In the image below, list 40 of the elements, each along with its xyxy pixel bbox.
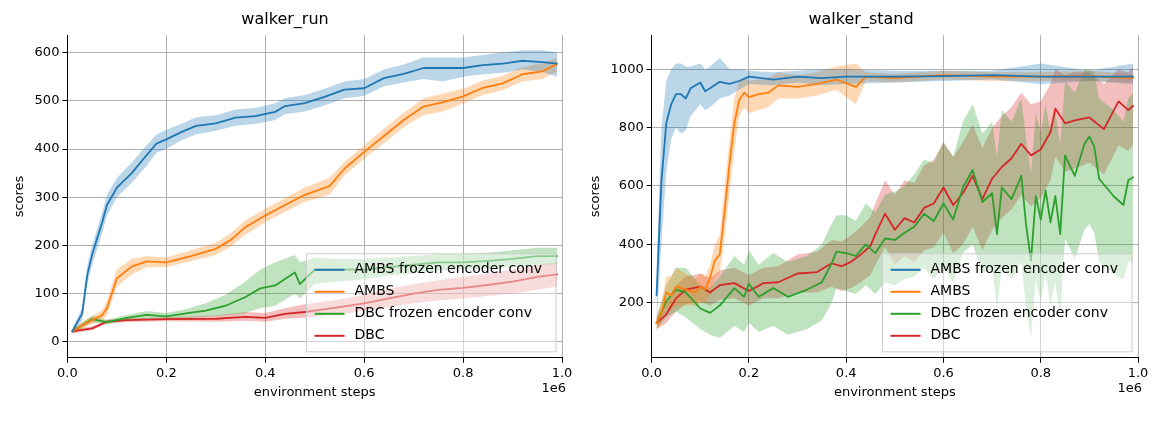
legend-label: AMBS [930,282,971,299]
y-tick-label: 600 [34,43,60,59]
x-tick-label: 1.0 [551,364,573,380]
y-tick-label: 400 [34,140,60,156]
y-axis-title: scores [11,175,27,218]
x-tick-label: 0.4 [254,364,276,380]
x-tick-label: 0.4 [835,364,857,380]
y-tick-label: 100 [34,285,60,301]
x-tick-label: 0.8 [1030,364,1052,380]
x-tick-label: 0.0 [57,364,78,380]
legend-label: AMBS [354,282,395,299]
y-tick-label: 400 [618,235,644,251]
y-tick-label: 800 [618,119,644,135]
text: 1e6 [1117,379,1142,395]
legend-label: AMBS frozen encoder conv [930,260,1119,277]
x-tick-label: 0.6 [933,364,954,380]
x-tick-label: 0.2 [738,364,760,380]
legend-label: DBC frozen encoder conv [354,304,533,321]
y-tick-label: 200 [618,294,644,310]
legend-label: DBC [354,326,385,343]
legend-label: DBC [930,326,961,343]
text: 1e6 [541,379,566,395]
x-axis-title: environment steps [253,383,376,399]
x-axis-title: environment steps [833,383,956,399]
y-tick-label: 500 [34,92,60,108]
chart-title: walker_run [241,8,329,29]
y-tick-label: 300 [34,188,60,204]
x-tick-label: 0.0 [641,364,663,380]
x-tick-label: 0.8 [452,364,474,380]
y-tick-label: 200 [34,236,60,252]
x-tick-label: 0.6 [353,364,375,380]
legend-label: DBC frozen encoder conv [930,304,1109,321]
x-tick-label: 1.0 [1127,364,1149,380]
y-axis-title: scores [587,175,603,218]
chart-title: walker_stand [808,8,914,29]
y-tick-label: 0 [51,333,60,349]
y-tick-label: 1000 [610,60,644,76]
legend-label: AMBS frozen encoder conv [354,260,543,277]
x-tick-label: 0.2 [155,364,177,380]
y-tick-label: 600 [618,177,644,193]
